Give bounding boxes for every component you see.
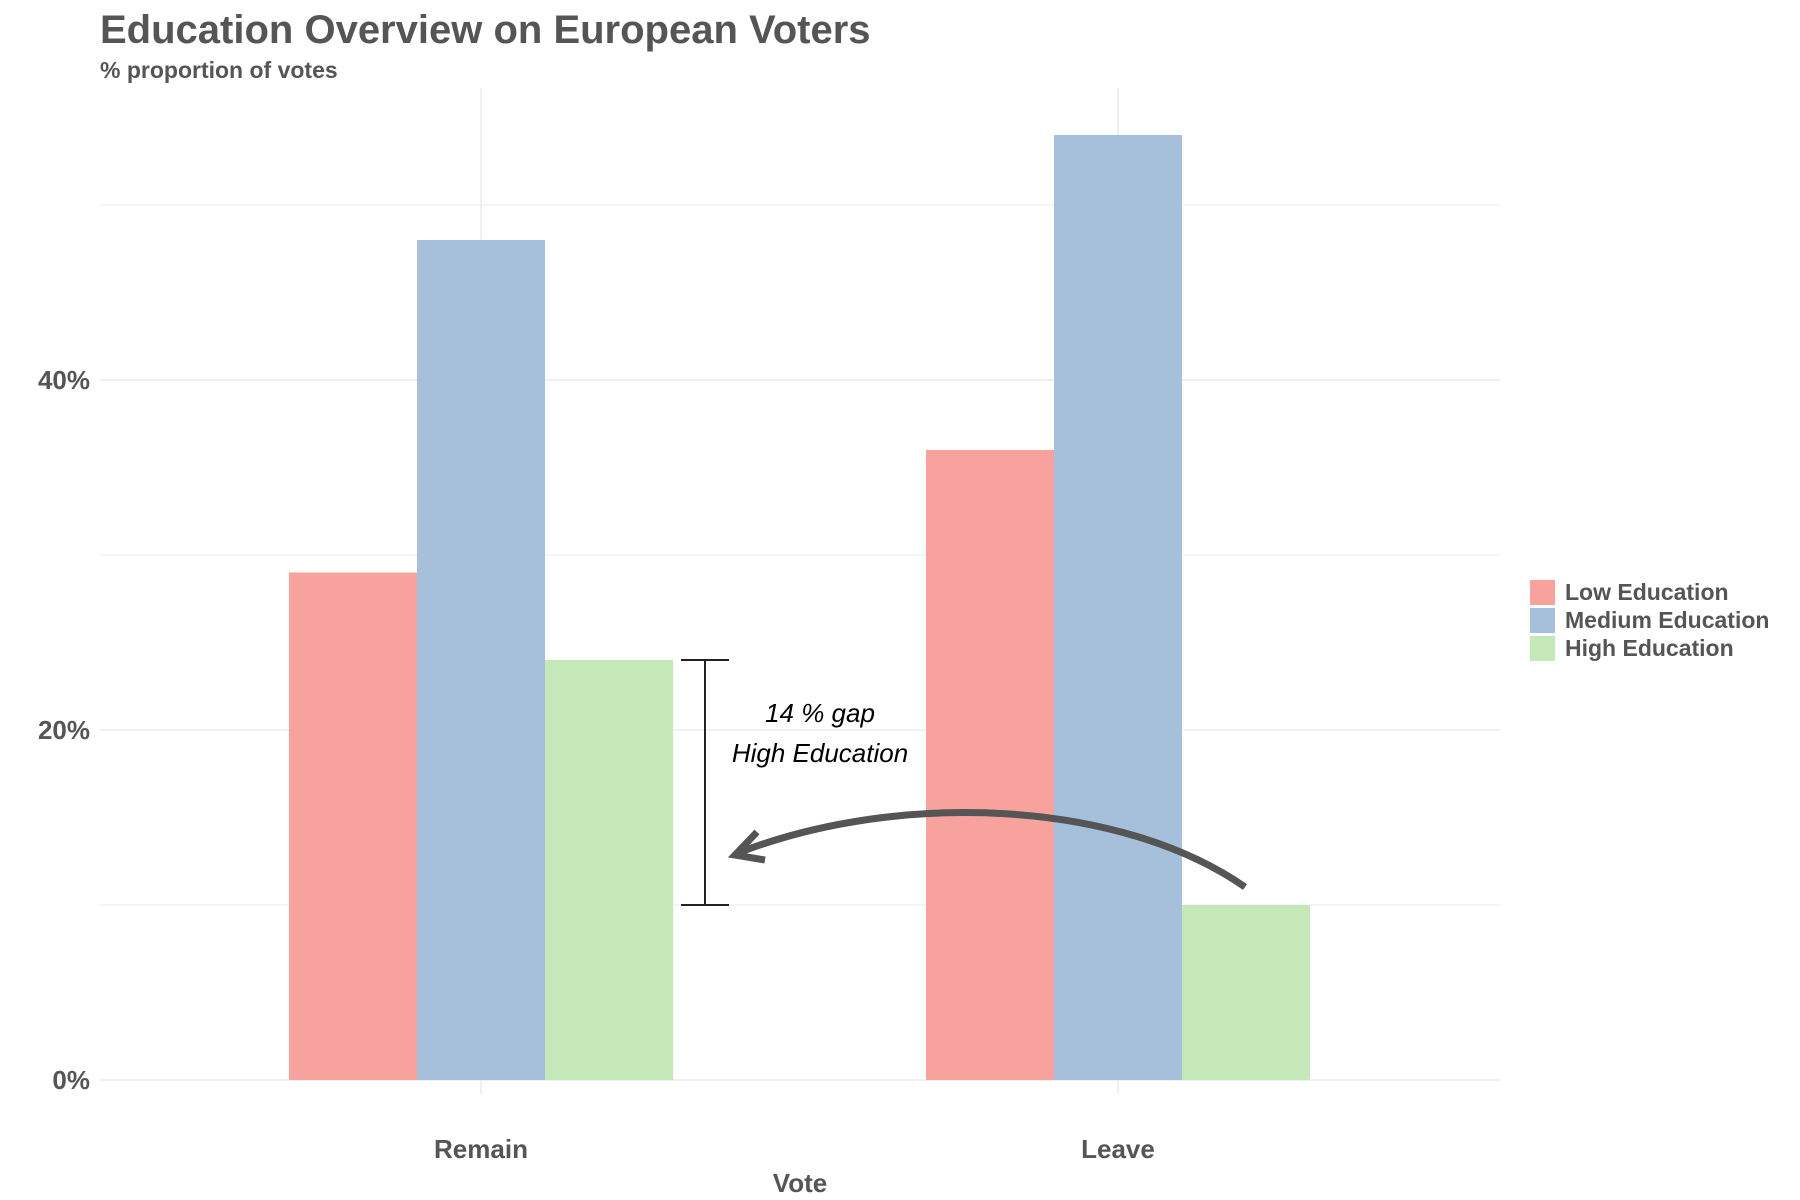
legend-item: Low Education [1530,578,1769,606]
bar-leave-high-education [1182,905,1310,1080]
legend-label: High Education [1565,634,1734,661]
legend-label: Medium Education [1565,606,1770,633]
chart-title: Education Overview on European Voters [100,8,871,52]
bar-remain-low-education [289,572,417,1080]
bar-leave-medium-education [1054,135,1182,1080]
annotation-text-line: 14 % gap [765,698,875,728]
y-tick-label: 0% [52,1065,90,1095]
bar-remain-high-education [545,660,673,1080]
legend-swatch [1530,579,1555,605]
legend-label: Low Education [1565,578,1729,605]
arrow-head [727,829,766,864]
gap-annotation: 14 % gap High Education [681,659,1247,906]
axis-ticks: 0% 20% 40% Remain Leave Vote [38,365,1155,1198]
legend-item: High Education [1530,634,1769,662]
x-tick-label: Leave [1081,1134,1155,1164]
y-tick-label: 20% [38,715,90,745]
legend-item: Medium Education [1530,606,1769,634]
legend-swatch [1530,607,1555,633]
legend: Low Education Medium Education High Educat… [1530,578,1769,662]
bar-remain-medium-education [417,240,545,1080]
y-tick-label: 40% [38,365,90,395]
x-tick-label: Remain [434,1134,528,1164]
bars [289,135,1310,1080]
x-axis-label: Vote [773,1168,827,1198]
chart-subtitle: % proportion of votes [100,57,338,83]
bar-leave-low-education [926,450,1054,1080]
arrow-curve [736,809,1247,890]
annotation-text-line: High Education [732,738,908,768]
legend-swatch [1530,635,1555,661]
